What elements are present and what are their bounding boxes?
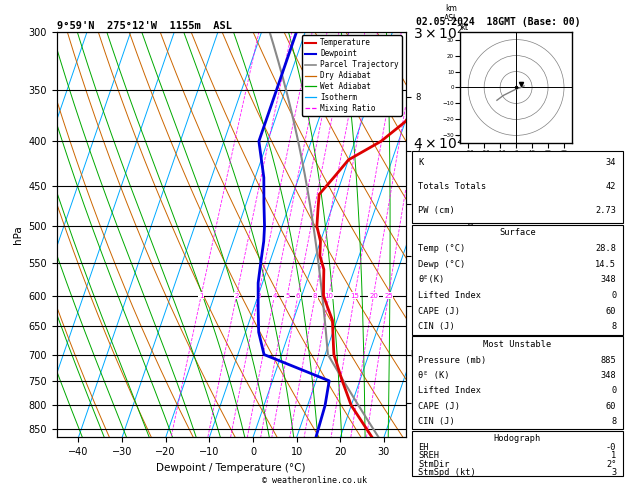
Text: 8: 8 [611, 322, 616, 331]
Text: 14.5: 14.5 [596, 260, 616, 269]
Text: 8: 8 [611, 417, 616, 426]
Text: km
ASL: km ASL [444, 4, 458, 23]
Text: 10: 10 [325, 293, 333, 299]
Text: 6: 6 [296, 293, 300, 299]
Text: Hodograph: Hodograph [494, 434, 541, 443]
Text: 28.8: 28.8 [596, 244, 616, 253]
Text: 42: 42 [606, 182, 616, 191]
Text: Lifted Index: Lifted Index [418, 291, 481, 300]
Bar [412, 431, 623, 476]
Text: 9°59'N  275°12'W  1155m  ASL: 9°59'N 275°12'W 1155m ASL [57, 21, 231, 31]
Text: 60: 60 [606, 307, 616, 316]
Text: 5: 5 [285, 293, 289, 299]
Text: 2: 2 [234, 293, 238, 299]
Text: EH: EH [418, 443, 429, 452]
Text: -0: -0 [606, 443, 616, 452]
Text: CIN (J): CIN (J) [418, 322, 455, 331]
Text: Dewp (°C): Dewp (°C) [418, 260, 465, 269]
Text: Temp (°C): Temp (°C) [418, 244, 465, 253]
Text: CAPE (J): CAPE (J) [418, 307, 460, 316]
Text: 348: 348 [601, 276, 616, 284]
Text: 4: 4 [272, 293, 277, 299]
Text: 2.73: 2.73 [596, 207, 616, 215]
Text: SREH: SREH [418, 451, 439, 460]
Text: 1: 1 [611, 451, 616, 460]
Text: 3: 3 [611, 468, 616, 477]
Text: Totals Totals: Totals Totals [418, 182, 487, 191]
Text: LCL: LCL [410, 350, 423, 359]
Text: 1: 1 [199, 293, 203, 299]
Text: 60: 60 [606, 401, 616, 411]
Text: 15: 15 [350, 293, 359, 299]
Text: 0: 0 [611, 291, 616, 300]
Legend: Temperature, Dewpoint, Parcel Trajectory, Dry Adiabat, Wet Adiabat, Isotherm, Mi: Temperature, Dewpoint, Parcel Trajectory… [302, 35, 402, 116]
Text: 2°: 2° [606, 460, 616, 469]
Text: StmDir: StmDir [418, 460, 450, 469]
Text: 34: 34 [606, 158, 616, 167]
Text: CIN (J): CIN (J) [418, 417, 455, 426]
Text: StmSpd (kt): StmSpd (kt) [418, 468, 476, 477]
Text: kt: kt [460, 22, 469, 32]
Text: © weatheronline.co.uk: © weatheronline.co.uk [262, 475, 367, 485]
Text: 8: 8 [313, 293, 318, 299]
Text: K: K [418, 158, 423, 167]
Text: Pressure (mb): Pressure (mb) [418, 356, 487, 364]
Text: θᴱ(K): θᴱ(K) [418, 276, 445, 284]
Text: θᴱ (K): θᴱ (K) [418, 371, 450, 380]
Text: 885: 885 [601, 356, 616, 364]
Text: 0: 0 [611, 386, 616, 395]
X-axis label: Dewpoint / Temperature (°C): Dewpoint / Temperature (°C) [157, 463, 306, 473]
Text: Surface: Surface [499, 228, 536, 237]
Text: 02.05.2024  18GMT (Base: 00): 02.05.2024 18GMT (Base: 00) [416, 17, 581, 27]
Text: 3: 3 [256, 293, 260, 299]
Text: Lifted Index: Lifted Index [418, 386, 481, 395]
Text: PW (cm): PW (cm) [418, 207, 455, 215]
Text: 25: 25 [384, 293, 392, 299]
Bar [412, 151, 623, 223]
Text: CAPE (J): CAPE (J) [418, 401, 460, 411]
Y-axis label: Mixing Ratio (g/kg): Mixing Ratio (g/kg) [467, 195, 476, 274]
Text: Most Unstable: Most Unstable [483, 340, 552, 349]
Y-axis label: hPa: hPa [13, 225, 23, 244]
Text: 348: 348 [601, 371, 616, 380]
Bar [412, 336, 623, 429]
Bar [412, 225, 623, 335]
Text: 20: 20 [369, 293, 378, 299]
